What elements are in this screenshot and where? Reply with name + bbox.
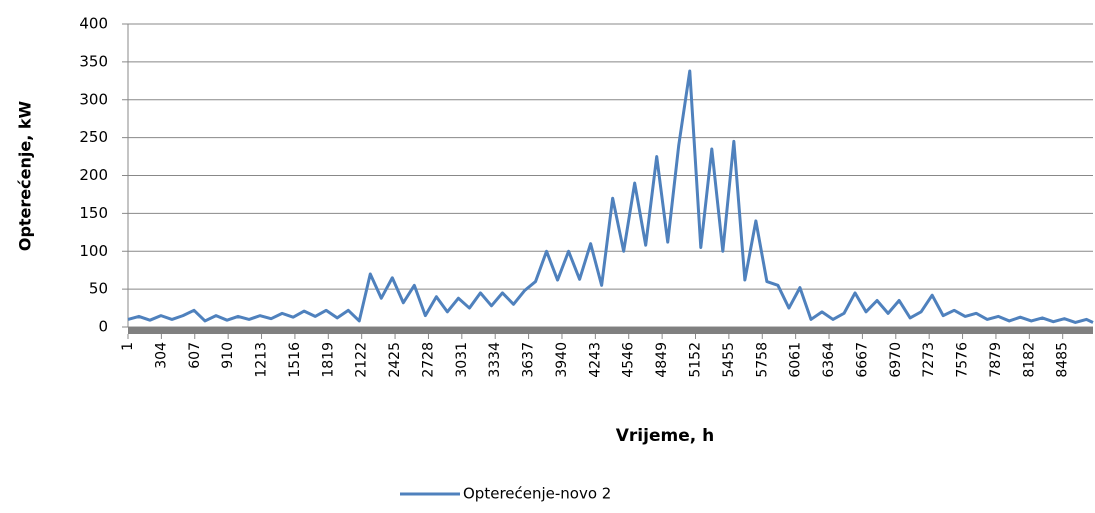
x-tick-label: 4546	[621, 342, 637, 378]
x-tick-label: 3334	[487, 342, 503, 378]
x-tick-label: 8485	[1055, 342, 1071, 378]
x-tick-label: 6364	[821, 342, 837, 378]
x-tick-label: 910	[220, 342, 236, 369]
x-tick-label: 7879	[988, 342, 1004, 378]
x-tick-label: 5152	[687, 342, 703, 378]
x-tick-label: 6667	[854, 342, 870, 378]
x-tick-label: 3637	[521, 342, 537, 378]
x-axis	[128, 327, 1093, 334]
y-tick-label: 100	[79, 242, 108, 260]
x-tick-label: 607	[187, 342, 203, 369]
y-tick-label: 200	[79, 166, 108, 184]
x-tick-label: 7576	[955, 342, 971, 378]
x-tick-label: 1516	[287, 342, 303, 378]
x-tick-label: 7273	[921, 342, 937, 378]
x-tick-label: 4849	[654, 342, 670, 378]
x-tick-label: 3940	[554, 342, 570, 378]
x-tick-label: 304	[153, 342, 169, 369]
y-tick-label: 0	[98, 318, 108, 336]
x-tick-label: 6061	[788, 342, 804, 378]
y-tick-label: 50	[89, 280, 108, 298]
x-tick-label: 6970	[888, 342, 904, 378]
x-tick-label: 1213	[254, 342, 270, 378]
x-tick-label: 2728	[420, 342, 436, 378]
y-axis-label: Opterećenje, kW	[16, 101, 35, 252]
x-tick-label: 1	[120, 342, 136, 351]
y-tick-label: 400	[79, 15, 108, 33]
y-tick-label: 300	[79, 90, 108, 108]
x-tick-label: 2425	[387, 342, 403, 378]
x-tick-label: 5758	[754, 342, 770, 378]
y-tick-label: 250	[79, 128, 108, 146]
x-tick-label: 3031	[454, 342, 470, 378]
x-tick-label: 4243	[587, 342, 603, 378]
x-tick-label: 5455	[721, 342, 737, 378]
series-line	[127, 69, 1094, 324]
x-tick-label: 8182	[1021, 342, 1037, 378]
x-tick-label: 2122	[354, 342, 370, 378]
legend-label: Opterećenje-novo 2	[463, 485, 611, 503]
y-tick-label: 150	[79, 204, 108, 222]
x-axis-label: Vrijeme, h	[616, 426, 714, 446]
x-tick-label: 1819	[320, 342, 336, 378]
y-tick-label: 350	[79, 52, 108, 70]
